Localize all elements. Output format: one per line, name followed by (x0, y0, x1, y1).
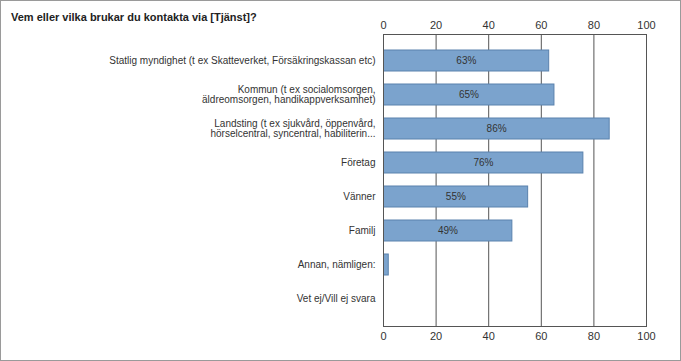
svg-text:Företag: Företag (341, 157, 375, 168)
svg-text:80: 80 (588, 330, 600, 342)
svg-text:60: 60 (535, 330, 547, 342)
svg-text:Vänner: Vänner (343, 191, 376, 202)
svg-text:49%: 49% (438, 225, 458, 236)
html-text:Vem eller vilka brukar du kont: Vem eller vilka brukar du kontakta via [… (11, 11, 257, 23)
svg-text:Kommun (t ex socialomsorgen,äl: Kommun (t ex socialomsorgen,äldreomsorge… (202, 84, 375, 105)
svg-text:0: 0 (380, 19, 386, 31)
svg-text:100: 100 (637, 19, 655, 31)
svg-text:Vet ej/Vill ej svara: Vet ej/Vill ej svara (297, 293, 376, 304)
svg-text:Landsting (t ex sjukvård, öppe: Landsting (t ex sjukvård, öppenvård,hörs… (210, 118, 375, 139)
svg-text:20: 20 (430, 330, 442, 342)
svg-text:63%: 63% (456, 55, 476, 66)
svg-text:65%: 65% (459, 89, 479, 100)
svg-text:40: 40 (483, 330, 495, 342)
svg-text:55%: 55% (446, 191, 466, 202)
svg-text:Familj: Familj (349, 225, 376, 236)
svg-text:80: 80 (588, 19, 600, 31)
svg-text:0: 0 (380, 330, 386, 342)
svg-text:100: 100 (637, 330, 655, 342)
svg-text:20: 20 (430, 19, 442, 31)
svg-text:40: 40 (483, 19, 495, 31)
svg-text:60: 60 (535, 19, 547, 31)
svg-text:Annan, nämligen:: Annan, nämligen: (298, 259, 376, 270)
svg-text:76%: 76% (473, 157, 493, 168)
svg-text:86%: 86% (487, 123, 507, 134)
svg-text:Statlig myndighet (t ex Skatte: Statlig myndighet (t ex Skatteverket, Fö… (109, 55, 375, 66)
